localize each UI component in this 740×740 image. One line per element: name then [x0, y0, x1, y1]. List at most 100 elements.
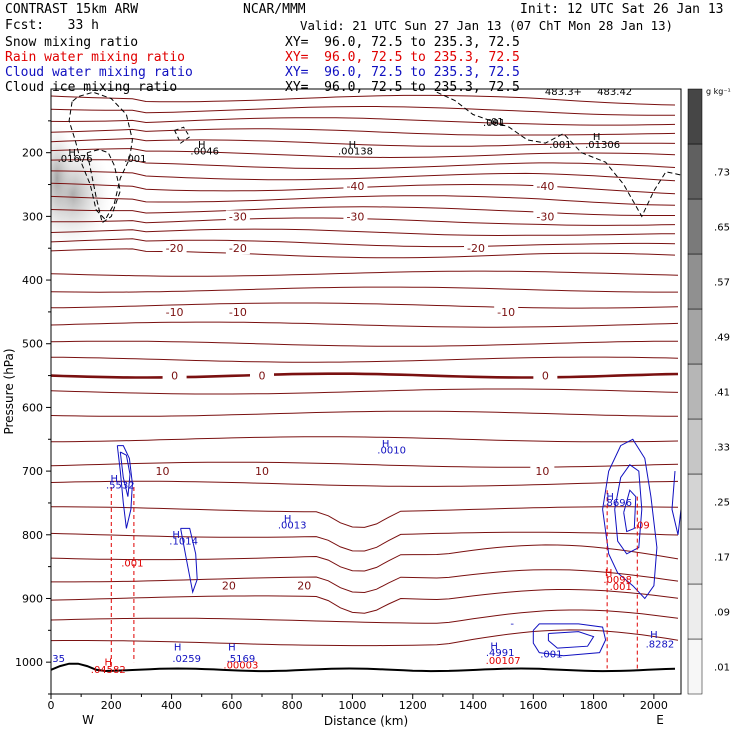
- isotherm-mid-17: [51, 629, 679, 647]
- y-tick-label-0: 200: [22, 147, 43, 160]
- colorbar-label-3: .25: [714, 498, 730, 509]
- colorbar-label-8: .65: [714, 223, 730, 234]
- isotherm-mid-14: [51, 569, 679, 594]
- isotherm-mid-15: [51, 589, 679, 614]
- x-tick-label-7: 1400: [459, 699, 487, 712]
- isotherm-label-2-1: -20: [229, 242, 247, 255]
- endpoint-east: E: [656, 713, 664, 727]
- isotherm-label-3-2: -10: [497, 306, 515, 319]
- cloud-water-contour-east: [602, 438, 658, 600]
- isotherm-mid-11: [51, 506, 679, 528]
- cloud-water-contour-east-inner: [614, 464, 643, 555]
- field-label-cloud-ice: Cloud ice mixing ratio: [5, 80, 178, 95]
- isotherm-label-5-0: 10: [156, 465, 170, 478]
- isotherm-mid-1: [51, 286, 678, 293]
- x-tick-label-3: 600: [221, 699, 242, 712]
- plot-frame: [50, 88, 682, 695]
- field-xy-cloud-water: XY= 96.0, 72.5 to 235.3, 72.5: [285, 65, 520, 80]
- y-tick-label-5: 700: [22, 465, 43, 478]
- ice-contour-west-inner: [86, 148, 121, 224]
- isotherm-label-bg-2-0: [162, 242, 187, 255]
- y-tick-label-2: 400: [22, 274, 43, 287]
- isotherm-label-bg-4-0: [162, 369, 187, 382]
- snow-shading-edge: [51, 123, 76, 234]
- annotation-14: .5532: [106, 480, 135, 491]
- annotation-4: .0046: [190, 147, 219, 158]
- annotation-40: -: [510, 619, 514, 630]
- isotherm-upper-0: [51, 94, 676, 106]
- isotherm-label-1-0: -30: [229, 210, 247, 223]
- isotherm-upper-7: [51, 170, 676, 182]
- isotherm-label-bg-3-0: [162, 305, 187, 318]
- isotherm-label-1-2: -30: [536, 210, 554, 223]
- colorbar-swatch-8: [687, 198, 703, 255]
- colorbar-swatch-0: [687, 638, 703, 695]
- forecast-hour: Fcst: 33 h: [5, 18, 99, 33]
- annotation-35: .5169: [227, 654, 256, 665]
- field-label-snow: Snow mixing ratio: [5, 35, 139, 50]
- isotherm-label-bg-1-1: [343, 210, 368, 223]
- annotation-32: H: [174, 643, 182, 654]
- annotation-10: .001: [549, 140, 571, 151]
- y-tick-label-6: 800: [22, 529, 43, 542]
- isotherm-upper-10: [51, 206, 675, 216]
- colorbar-label-2: .17: [714, 553, 730, 564]
- isotherm-mid-0: [51, 270, 679, 277]
- isotherm-upper-3: [51, 128, 676, 136]
- x-tick-label-0: 0: [48, 699, 55, 712]
- isotherm-label-bg-4-2: [533, 369, 558, 382]
- plot-area: -40 -40-30 -30 -30-20 -20 -20-10 -10 -100 0 010 10…: [51, 87, 681, 676]
- isotherm-upper-2: [51, 117, 676, 126]
- isotherm-upper-14: [51, 248, 676, 259]
- isotherm-label-6-1: 20: [297, 580, 311, 593]
- annotation-2: .001: [124, 154, 146, 165]
- x-tick-label-2: 400: [161, 699, 182, 712]
- annotation-19: H: [606, 492, 614, 503]
- isotherm-label-bg-6-0: [216, 579, 241, 592]
- annotation-13: H: [111, 474, 119, 485]
- isotherm-zero: [51, 372, 679, 379]
- isotherm-upper-4: [51, 137, 676, 147]
- annotation-25: .09: [634, 520, 650, 531]
- annotation-9: .001: [483, 118, 505, 129]
- terrain-surface: [51, 662, 676, 673]
- isotherm-mid-13: [51, 544, 679, 572]
- annotation-20: .8696: [603, 498, 632, 509]
- annotation-3: H: [198, 140, 206, 151]
- colorbar-swatch-2: [687, 528, 703, 585]
- annotation-23: .001: [610, 582, 632, 593]
- colorbar-swatch-10: [687, 88, 703, 145]
- annotation-21: H: [605, 568, 613, 579]
- isotherm-upper-9: [51, 195, 676, 206]
- annotation-27: .4991: [486, 648, 515, 659]
- isotherm-label-bg-2-2: [464, 242, 489, 255]
- cloud-water-contour-west-inner: [119, 451, 131, 497]
- annotation-15: H: [284, 514, 292, 525]
- isotherm-label-6-0: 20: [222, 580, 236, 593]
- x-tick-label-8: 1600: [519, 699, 547, 712]
- annotation-28: .00107: [486, 656, 521, 667]
- colorbar-label-0: .01: [714, 663, 730, 674]
- isotherm-label-3-0: -10: [166, 306, 184, 319]
- annotation-0: H: [68, 148, 76, 159]
- colorbar-swatch-7: [687, 253, 703, 310]
- isotherm-label-bg-5-0: [150, 465, 175, 478]
- top-label-2: 483.42: [597, 87, 632, 98]
- y-tick-label-3: 500: [22, 338, 43, 351]
- isotherm-mid-5: [51, 356, 679, 363]
- annotation-26: H: [490, 641, 498, 652]
- model-title: CONTRAST 15km ARW: [5, 2, 139, 17]
- annotation-1: .01676: [58, 154, 93, 165]
- annotation-38: .04582: [91, 665, 126, 676]
- annotation-24: .001: [121, 559, 143, 570]
- y-tick-label-7: 900: [22, 592, 43, 605]
- annotation-36: .00003: [223, 661, 258, 672]
- isotherm-label-bg-0-1: [533, 179, 558, 192]
- annotation-7: H: [593, 132, 601, 143]
- isotherm-mid-3: [51, 321, 679, 328]
- y-tick-label-8: 1000: [15, 656, 43, 669]
- isotherm-label-bg-3-2: [494, 305, 519, 318]
- isotherm-mid-4: [51, 340, 678, 347]
